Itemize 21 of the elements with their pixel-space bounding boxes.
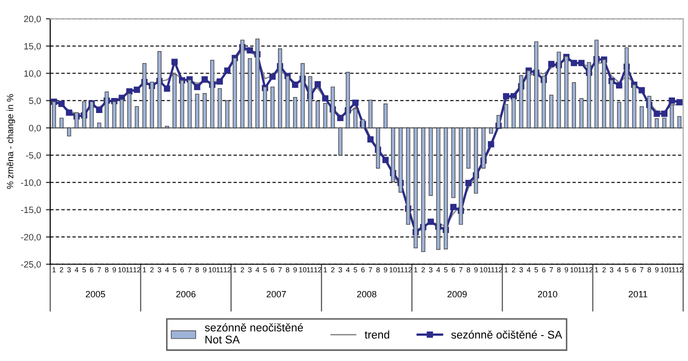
text: 2005 — [86, 290, 106, 298]
y-tick-label: -15,0 — [21, 206, 41, 214]
y-tick-label: 0,0 — [29, 124, 41, 132]
text: 2008 — [357, 290, 376, 298]
y-tick-label: -25,0 — [21, 261, 41, 269]
y-tick-label: -20,0 — [21, 234, 41, 242]
y-tick-label: 5,0 — [29, 98, 41, 106]
legend-label: sezónně očištěné - SA — [451, 330, 562, 339]
text: 2011 — [628, 290, 648, 298]
y-axis-title: % změna - change in % — [6, 94, 16, 189]
legend-label: sezónně neočištěné Not SA — [204, 323, 303, 344]
y-tick-label: 20,0 — [24, 16, 41, 24]
text: 2006 — [176, 290, 196, 298]
legend-label: trend — [364, 330, 390, 339]
y-tick-label: -5,0 — [26, 152, 41, 160]
text: 2010 — [538, 290, 558, 298]
y-tick-label: 15,0 — [24, 43, 41, 50]
text: 2009 — [448, 290, 467, 298]
text: 2007 — [266, 290, 286, 298]
y-tick-label: 10,0 — [24, 70, 41, 78]
y-tick-label: -10,0 — [21, 179, 41, 187]
